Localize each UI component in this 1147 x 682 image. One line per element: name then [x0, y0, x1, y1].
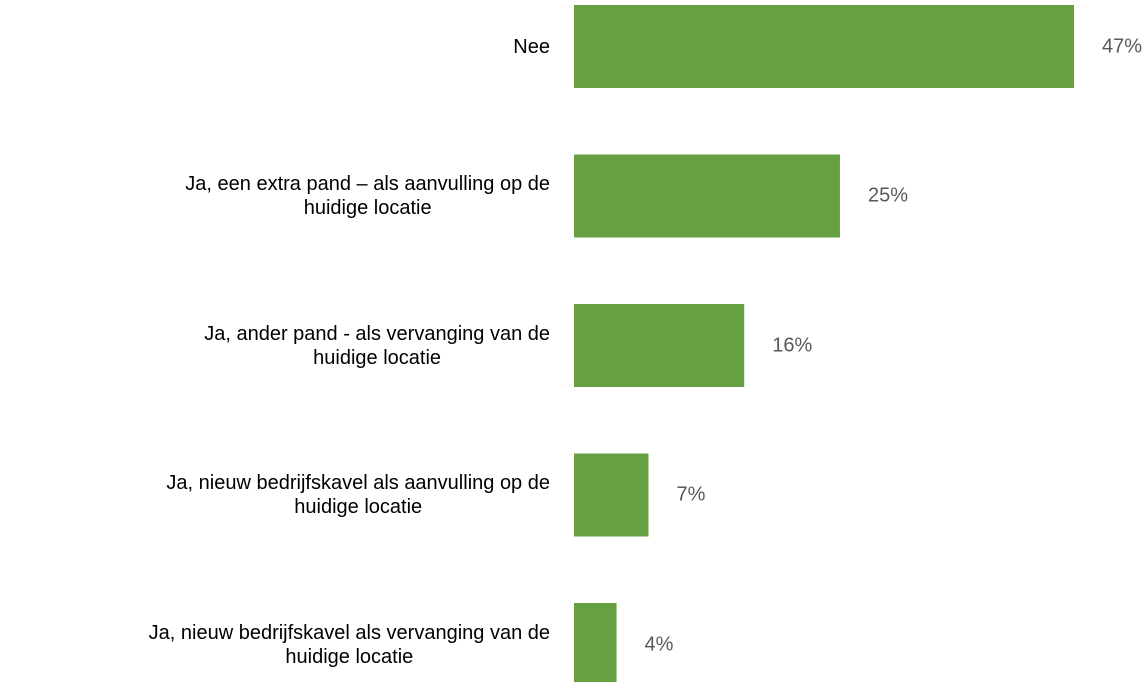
bar [574, 5, 1074, 88]
category-label: Ja, een extra pand – als aanvulling op d… [185, 173, 550, 219]
value-label: 7% [676, 483, 706, 506]
category-label: Ja, ander pand - als vervanging van de h… [204, 322, 550, 369]
bar [574, 453, 649, 537]
category-label: Nee [513, 35, 550, 58]
value-label: 16% [772, 334, 813, 356]
value-label: 4% [644, 633, 674, 655]
bar [574, 603, 617, 682]
bar [574, 304, 745, 387]
value-label: 47% [1102, 35, 1143, 57]
value-label: 25% [867, 184, 908, 207]
bar [574, 154, 840, 238]
category-label: Ja, nieuw bedrijfskavel als vervanging v… [148, 621, 550, 668]
category-label: Ja, nieuw bedrijfskavel als aanvulling o… [166, 472, 550, 518]
